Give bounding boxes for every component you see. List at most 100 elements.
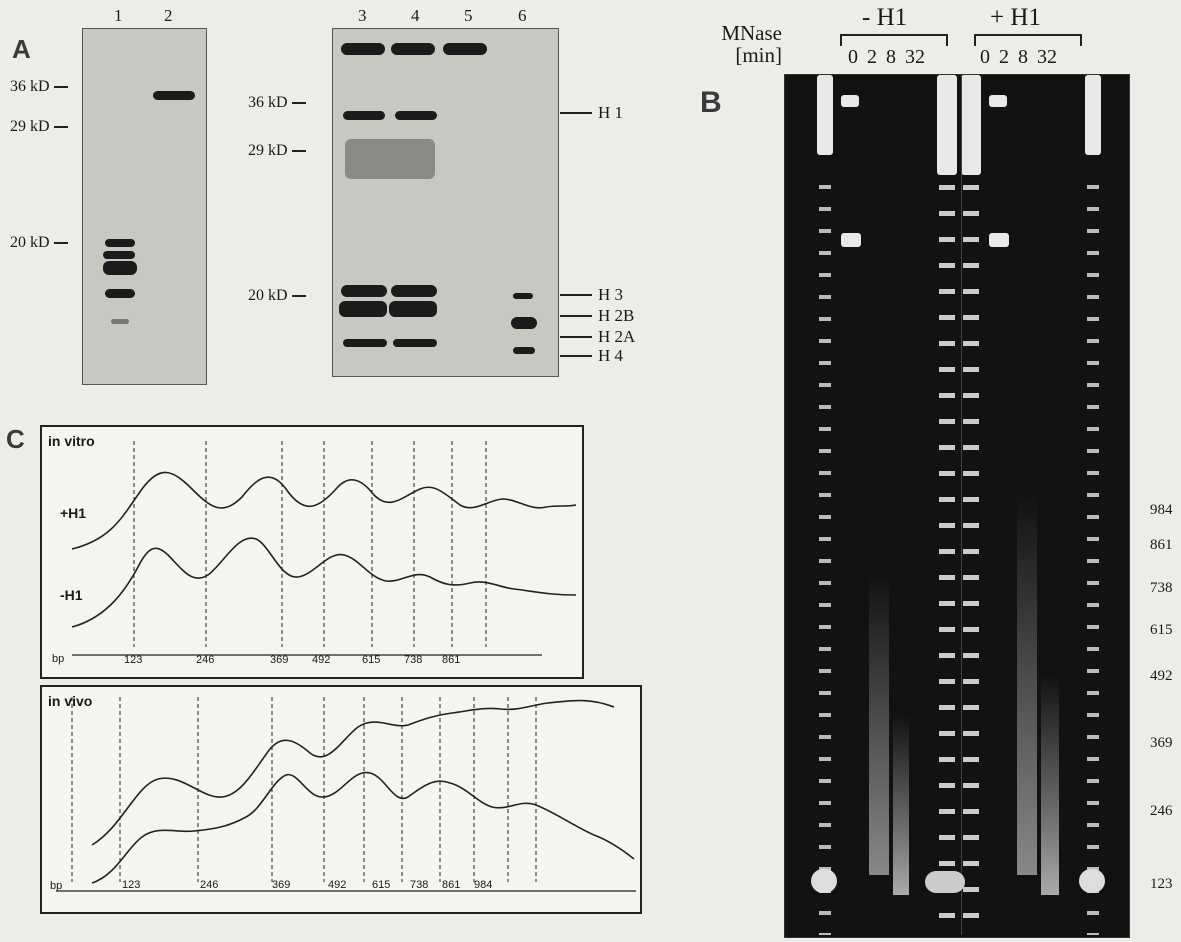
in-vivo-trace-lower xyxy=(91,771,635,884)
time-label: 8 xyxy=(886,46,896,68)
trace-minus-h1 xyxy=(71,537,577,628)
lane-number: 4 xyxy=(411,6,420,25)
gel-band xyxy=(103,261,137,275)
bp-tick: 369 xyxy=(272,879,291,891)
gel-band xyxy=(513,293,533,299)
gel-band xyxy=(391,285,437,297)
time-label: 8 xyxy=(1018,46,1028,68)
gel-band xyxy=(339,301,387,317)
mw-marker: 20 kD xyxy=(10,234,68,252)
bp-tick: 492 xyxy=(312,654,331,666)
bp-tick: 123 xyxy=(124,654,143,666)
gel-band xyxy=(341,285,387,297)
sds-gel-left xyxy=(82,28,207,385)
time-label: 2 xyxy=(867,46,877,68)
fragment-size-label: 738 xyxy=(1150,580,1173,596)
agarose-gel xyxy=(784,74,1130,938)
lane-number: 6 xyxy=(518,6,527,25)
in-vivo-title: in vivo xyxy=(48,693,93,709)
bp-tick: 738 xyxy=(404,654,423,666)
time-label: 2 xyxy=(999,46,1009,68)
histone-label: H 2B xyxy=(560,306,634,326)
gel-band xyxy=(989,95,1007,107)
group-bracket xyxy=(974,34,1082,46)
time-labels-plus-h1: 0 2 8 32 xyxy=(980,46,1057,69)
fragment-size-label: 123 xyxy=(1150,876,1173,892)
mono-band xyxy=(1079,869,1105,893)
trace-label: +H1 xyxy=(60,505,87,521)
ladder-rungs xyxy=(939,185,955,935)
gel-band xyxy=(395,111,437,120)
group-label-plus-h1: + H1 xyxy=(990,4,1041,31)
ladder-rungs xyxy=(1087,185,1099,935)
lane-number: 2 xyxy=(164,6,173,25)
gel-band xyxy=(343,111,385,120)
ladder-rungs xyxy=(963,185,979,935)
gel-band-smear xyxy=(345,139,435,179)
mono-band xyxy=(811,869,837,893)
gel-band xyxy=(105,239,135,247)
histone-label: H 3 xyxy=(560,285,623,305)
lane-number: 1 xyxy=(114,6,123,25)
mw-marker: 29 kD xyxy=(248,142,306,160)
bp-axis-label: bp xyxy=(50,880,63,892)
gel-band xyxy=(841,95,859,107)
trace-label: -H1 xyxy=(60,587,83,603)
ladder-well xyxy=(937,75,957,175)
bp-tick: 246 xyxy=(196,654,215,666)
bp-tick: 123 xyxy=(122,879,141,891)
time-labels-minus-h1: 0 2 8 32 xyxy=(848,46,925,69)
fragment-size-label: 615 xyxy=(1150,622,1173,638)
time-label: 0 xyxy=(980,46,990,68)
in-vivo-trace-upper xyxy=(91,699,615,846)
bp-tick: 615 xyxy=(372,879,391,891)
gel-band xyxy=(153,91,195,100)
time-label: 0 xyxy=(848,46,858,68)
group-bracket xyxy=(840,34,948,46)
ladder-rungs xyxy=(819,185,831,935)
sds-gel-right xyxy=(332,28,559,377)
mw-marker: 36 kD xyxy=(10,78,68,96)
ladder-well xyxy=(1085,75,1101,155)
histone-label: H 1 xyxy=(560,103,623,123)
bp-tick: 246 xyxy=(200,879,219,891)
mono-band xyxy=(925,871,965,893)
gel-band xyxy=(989,233,1009,247)
panel-c-letter: C xyxy=(6,424,25,454)
bp-tick: 492 xyxy=(328,879,347,891)
in-vitro-title: in vitro xyxy=(48,433,95,449)
group-label-minus-h1: - H1 xyxy=(862,4,908,31)
bp-tick: 984 xyxy=(474,879,493,891)
digestion-smear xyxy=(1041,675,1059,895)
mw-marker: 36 kD xyxy=(248,94,306,112)
gel-band xyxy=(389,301,437,317)
time-label: 32 xyxy=(1037,46,1057,68)
bp-tick: 861 xyxy=(442,654,461,666)
bp-tick: 738 xyxy=(410,879,429,891)
mnase-label: MNase [min] xyxy=(721,21,782,67)
fragment-size-label: 492 xyxy=(1150,668,1173,684)
digestion-smear xyxy=(893,715,909,895)
gel-band xyxy=(841,233,861,247)
bp-tick: 861 xyxy=(442,879,461,891)
panel-b-letter: B xyxy=(700,86,722,119)
gel-band xyxy=(103,251,135,259)
fragment-size-label: 369 xyxy=(1150,735,1173,751)
gel-band xyxy=(341,43,385,55)
gel-band xyxy=(511,317,537,329)
histone-label: H 2A xyxy=(560,327,635,347)
mw-marker: 29 kD xyxy=(10,118,68,136)
ladder-well xyxy=(961,75,981,175)
trace-plus-h1 xyxy=(71,471,577,550)
gel-band xyxy=(393,339,437,347)
in-vitro-trace-panel: in vitro +H1 -H1 bp 123 246 369 492 615 … xyxy=(40,425,584,679)
in-vivo-traces xyxy=(56,697,636,892)
in-vitro-traces xyxy=(71,441,577,656)
bp-tick: 615 xyxy=(362,654,381,666)
in-vivo-trace-panel: in vivo bp 123 246 369 492 615 738 861 9… xyxy=(40,685,642,914)
fragment-size-label: 861 xyxy=(1150,537,1173,553)
fragment-size-label: 984 xyxy=(1150,502,1173,518)
gel-band xyxy=(111,319,129,324)
lane-number: 5 xyxy=(464,6,473,25)
fragment-size-label: 246 xyxy=(1150,803,1173,819)
